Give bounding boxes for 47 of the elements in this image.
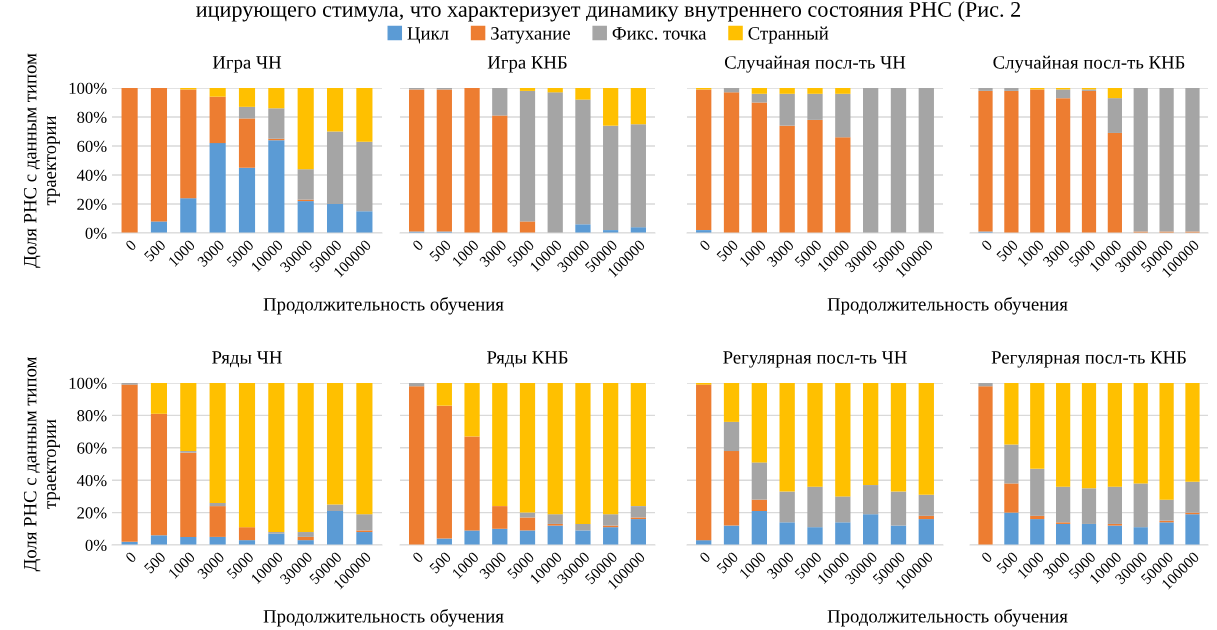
y-tick-label: 80% (77, 111, 107, 123)
y-tick-label: 0% (85, 539, 107, 551)
y-tick-label: 60% (77, 140, 107, 152)
y-tick-label: 0% (85, 227, 107, 239)
y-tick-label: 100% (69, 377, 107, 389)
chart-title: Ряды ЧН (212, 351, 282, 368)
x-axis-title: Продолжительность обучения (827, 609, 1068, 627)
legend-label: Цикл (407, 27, 449, 44)
x-tick-label: 0 (411, 239, 424, 252)
chart-title: Регулярная посл-ть КНБ (991, 351, 1186, 368)
x-tick-label: 500 (143, 239, 167, 262)
x-tick-label: 500 (143, 551, 167, 574)
y-tick-label: 80% (77, 410, 107, 422)
chart-title: Ряды КНБ (487, 351, 568, 368)
y-tick-label: 20% (77, 198, 107, 210)
x-tick-label: 0 (980, 239, 993, 252)
x-tick-label: 500 (996, 551, 1019, 574)
y-tick-label: 40% (76, 169, 107, 181)
y-axis-title: Доля РНС с данным типом траектории (23, 53, 60, 268)
legend-label: Затухание (491, 27, 570, 44)
x-tick-label: 500 (716, 551, 739, 574)
x-tick-label: 500 (996, 239, 1019, 262)
x-tick-label: 0 (699, 239, 711, 252)
x-tick-label: 0 (124, 239, 137, 252)
chart-title: Игра КНБ (487, 56, 567, 73)
legend-label: Фикс. точка (612, 27, 707, 40)
x-tick-label: 500 (716, 239, 739, 262)
y-tick-label: 20% (77, 507, 107, 519)
y-tick-label: 100% (69, 82, 107, 94)
y-tick-label: 40% (76, 474, 107, 487)
text: ицирующего стимула, что характеризует динамику внутреннего состояния РНС (Рис. 2 (196, 1, 1021, 22)
chart-title: Случайная посл-ть ЧН (724, 55, 906, 73)
x-axis-title: Продолжительность обучения (827, 297, 1068, 315)
legend-label: Странный (748, 26, 829, 44)
x-tick-label: 0 (411, 551, 424, 564)
x-tick-label: 500 (429, 551, 452, 574)
y-tick-label: 60% (77, 442, 107, 454)
chart-title: Игра ЧН (212, 56, 282, 73)
chart-title: Регулярная посл-ть ЧН (723, 351, 907, 368)
x-tick-label: 0 (124, 551, 137, 564)
x-axis-title: Продолжительность обучения (263, 297, 504, 315)
x-tick-label: 0 (699, 551, 711, 564)
chart-title: Случайная посл-ть КНБ (993, 55, 1185, 73)
x-tick-label: 500 (429, 239, 452, 262)
y-axis-title: Доля РНС с данным типом траектории (23, 356, 60, 572)
x-axis-title: Продолжительность обучения (263, 609, 504, 627)
x-tick-label: 0 (980, 551, 993, 564)
